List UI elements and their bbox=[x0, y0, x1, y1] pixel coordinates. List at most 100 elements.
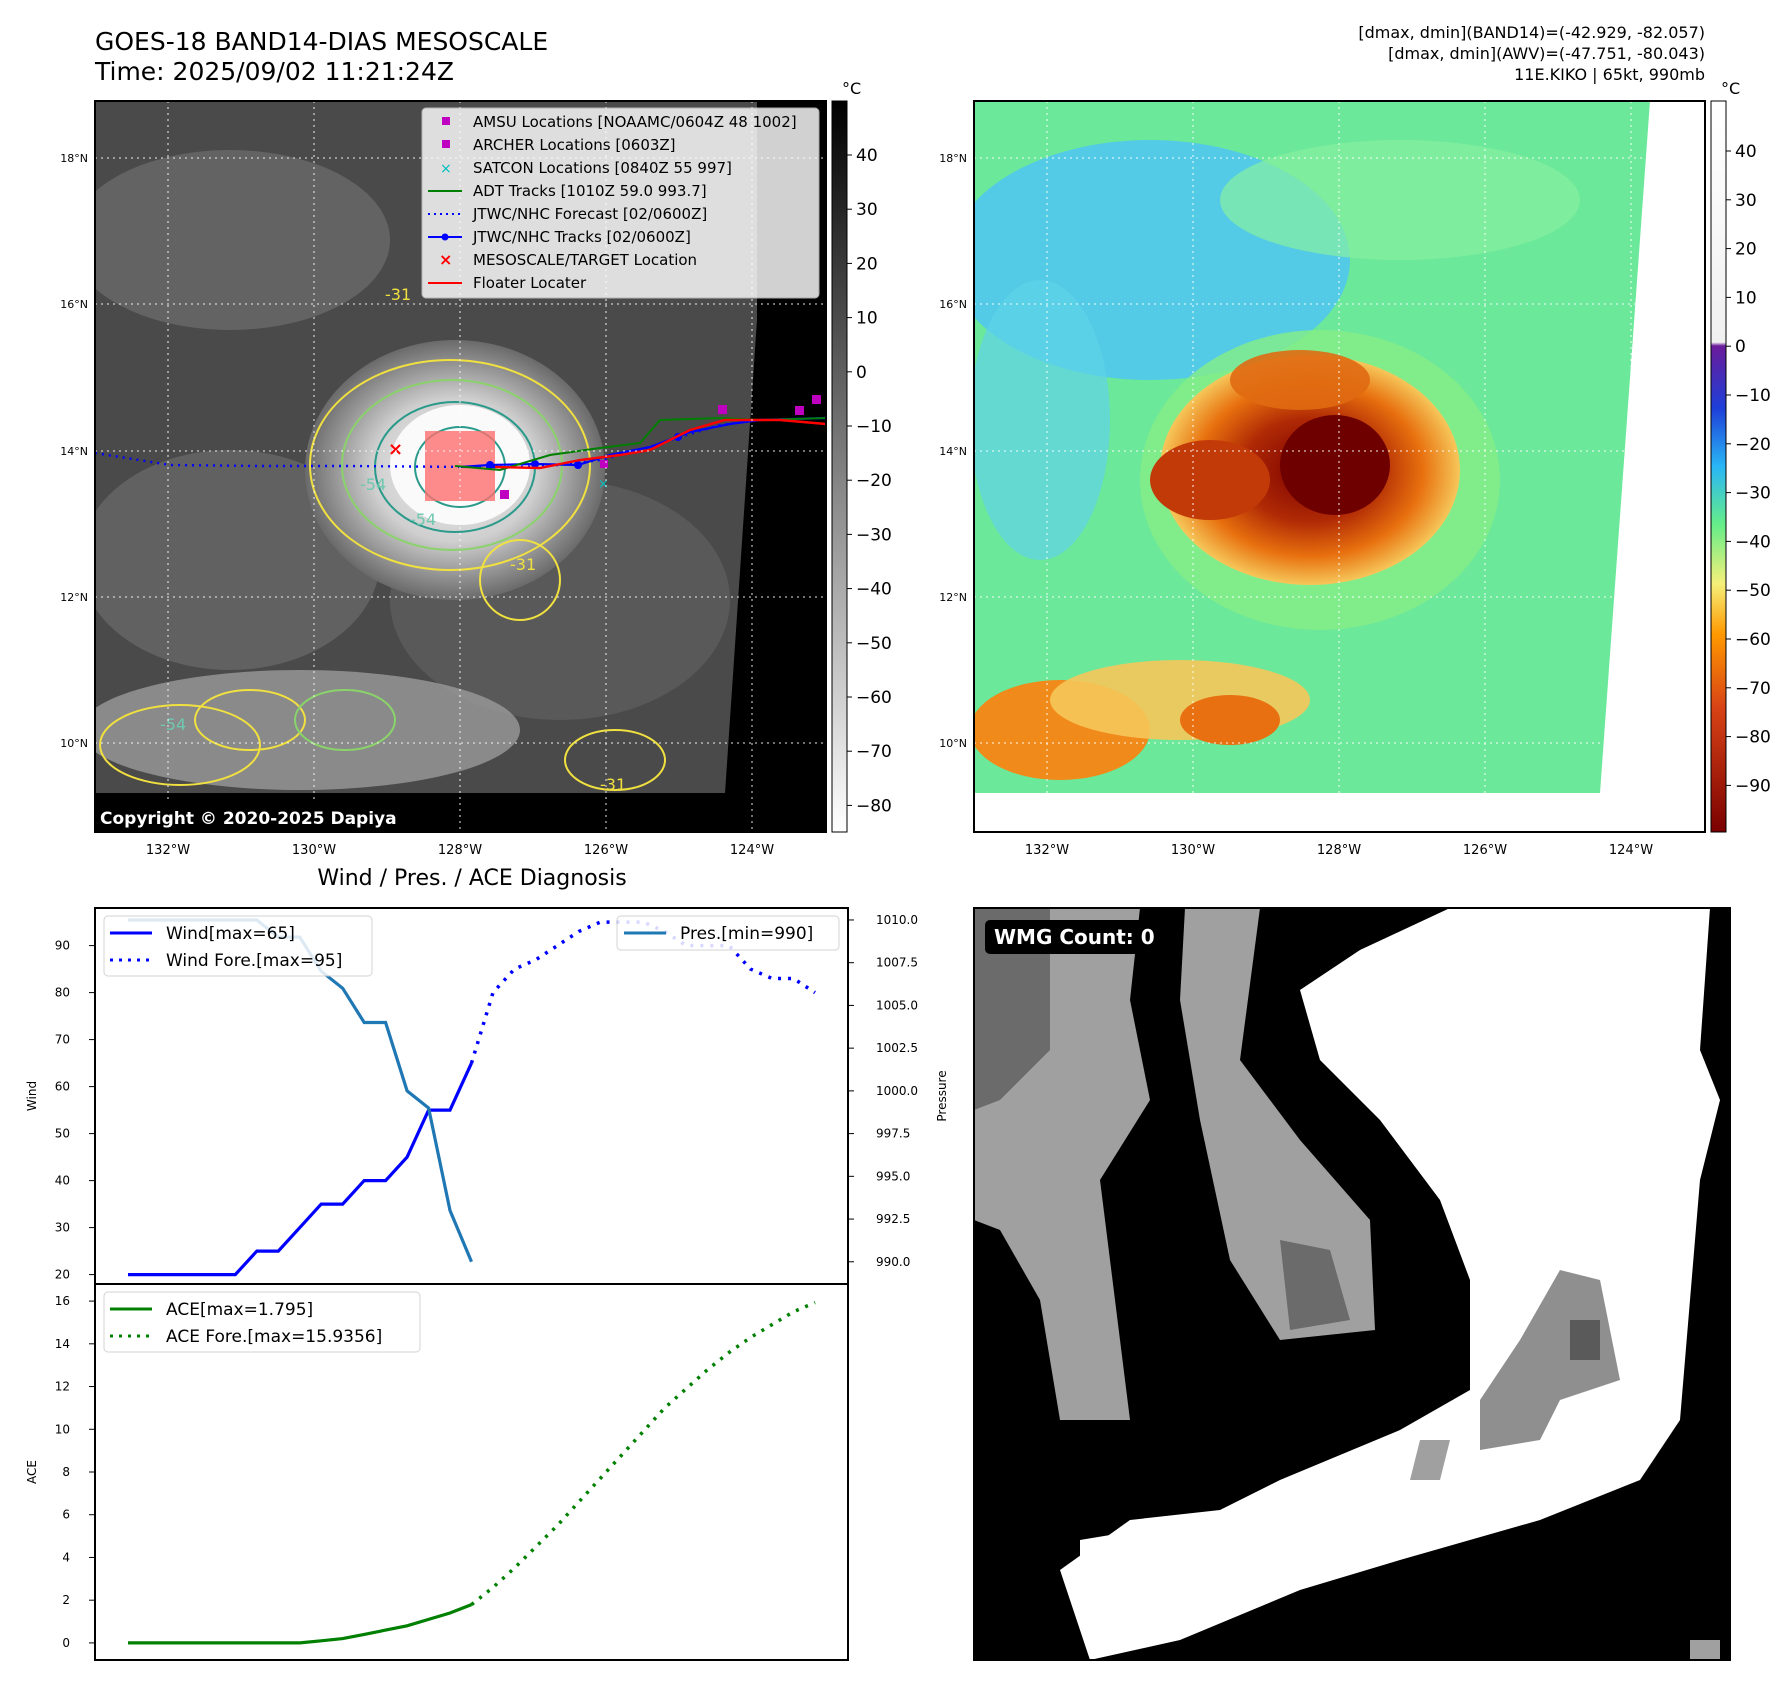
legend-wind-fore-label: Wind Fore.[max=95] bbox=[166, 951, 342, 971]
map-lat-labels: 18°N 18°N 16°N 16°N 14°N 14°N 12°N 12°N 10°N 10°N bbox=[60, 152, 967, 750]
legend-ace-label: ACE[max=1.795] bbox=[166, 1300, 313, 1320]
ace-observed-line bbox=[128, 1603, 473, 1645]
wind-tick-label: 60 bbox=[55, 1080, 70, 1094]
colorbar-tick-label: 0 bbox=[1735, 337, 1746, 357]
map-lon-label: 132°W bbox=[1025, 843, 1069, 858]
colorbar-rainbow-unit: °C bbox=[1721, 79, 1740, 98]
chart-title: Wind / Pres. / ACE Diagnosis bbox=[317, 866, 626, 891]
map-lon-label: 130°W bbox=[292, 843, 336, 858]
title-line1: GOES-18 BAND14-DIAS MESOSCALE bbox=[95, 27, 548, 56]
satcon-marker: × bbox=[598, 477, 609, 492]
wmg-panel bbox=[974, 908, 1730, 1660]
colorbar-tick-label: −60 bbox=[1735, 630, 1771, 650]
title-line2: Time: 2025/09/02 11:21:24Z bbox=[94, 57, 454, 86]
pressure-tick-label: 1002.5 bbox=[876, 1041, 918, 1055]
info-line1: [dmax, dmin](BAND14)=(-42.929, -82.057) bbox=[1358, 23, 1705, 42]
amsu-marker bbox=[500, 490, 509, 499]
ace-tick-label: 8 bbox=[62, 1465, 70, 1479]
ace-tick-label: 4 bbox=[62, 1550, 70, 1564]
colorbar-tick-label: −70 bbox=[856, 742, 892, 762]
map-panel-color bbox=[974, 101, 1705, 832]
pressure-ylabel: Pressure bbox=[935, 1070, 949, 1121]
colorbar-gray bbox=[831, 100, 848, 833]
colorbar-tick-label: 30 bbox=[856, 200, 878, 220]
map2-frame bbox=[973, 100, 1706, 833]
colorbar-tick-label: −10 bbox=[1735, 386, 1771, 406]
map-lat-label: 10°N bbox=[939, 737, 967, 750]
pressure-tick-label: 990.0 bbox=[876, 1255, 910, 1269]
contour-label: -54 bbox=[360, 475, 386, 494]
pressure-legend: Pres.[min=990] bbox=[616, 915, 840, 951]
contour-label: -31 bbox=[510, 555, 536, 574]
wind-tick-label: 80 bbox=[55, 986, 70, 1000]
map-lat-label: 12°N bbox=[60, 591, 88, 604]
colorbar-tick-label: 40 bbox=[856, 146, 878, 166]
wind-observed-line bbox=[128, 1062, 473, 1277]
ace-ticks: 16 14 12 10 8 6 4 2 0 bbox=[55, 1294, 95, 1650]
map-lat-label: 12°N bbox=[939, 591, 967, 604]
mesoscale-target-marker: × bbox=[388, 439, 403, 460]
legend-satcon-symbol: × bbox=[440, 161, 452, 177]
pressure-tick-label: 1010.0 bbox=[876, 913, 918, 927]
archer-marker bbox=[600, 460, 608, 468]
legend-box bbox=[421, 107, 820, 299]
legend-label: Floater Locater bbox=[473, 274, 587, 292]
map-lon-label: 124°W bbox=[730, 843, 774, 858]
legend-wind-label: Wind[max=65] bbox=[166, 924, 295, 944]
colorbar-tick-label: 40 bbox=[1735, 142, 1757, 162]
map-lat-label: 16°N bbox=[60, 298, 88, 311]
wind-tick-label: 20 bbox=[55, 1268, 70, 1282]
colorbar-gray-unit: °C bbox=[842, 79, 861, 98]
floater-track bbox=[494, 418, 826, 470]
legend-pres-label: Pres.[min=990] bbox=[680, 924, 813, 944]
map-lon-label: 130°W bbox=[1171, 843, 1215, 858]
map1-frame bbox=[94, 100, 827, 833]
amsu-marker bbox=[718, 405, 727, 414]
ace-legend: ACE[max=1.795] ACE Fore.[max=15.9356] bbox=[103, 1291, 421, 1353]
map-lat-label: 18°N bbox=[939, 152, 967, 165]
colorbar-tick-label: −30 bbox=[1735, 484, 1771, 504]
colorbar-rainbow bbox=[1710, 100, 1727, 833]
ace-tick-label: 16 bbox=[55, 1294, 70, 1308]
legend-archer-symbol bbox=[442, 140, 450, 148]
map-lat-label: 18°N bbox=[60, 152, 88, 165]
pressure-tick-label: 997.5 bbox=[876, 1127, 910, 1141]
colorbar-tick-label: −40 bbox=[856, 580, 892, 600]
colorbar-tick-label: −80 bbox=[1735, 728, 1771, 748]
colorbar-tick-label: −50 bbox=[856, 634, 892, 654]
ace-tick-label: 2 bbox=[62, 1593, 70, 1607]
legend: AMSU Locations [NOAAMC/0604Z 48 1002] AR… bbox=[428, 113, 797, 292]
map-lon-label: 128°W bbox=[1317, 843, 1361, 858]
wmg-count-badge bbox=[985, 920, 1167, 954]
wind-legend: Wind[max=65] Wind Fore.[max=95] bbox=[103, 915, 373, 977]
map-lat-label: 14°N bbox=[939, 445, 967, 458]
map-lon-label: 132°W bbox=[146, 843, 190, 858]
legend-ace-fore-label: ACE Fore.[max=15.9356] bbox=[166, 1327, 382, 1347]
colorbar-tick-label: −50 bbox=[1735, 581, 1771, 601]
legend-label: SATCON Locations [0840Z 55 997] bbox=[473, 159, 732, 177]
colorbar-tick-label: 20 bbox=[856, 254, 878, 274]
legend-label: MESOSCALE/TARGET Location bbox=[473, 251, 697, 269]
pressure-tick-label: 1000.0 bbox=[876, 1084, 918, 1098]
map-lon-label: 126°W bbox=[1463, 843, 1507, 858]
legend-target-symbol: × bbox=[439, 250, 452, 269]
map-lon-label: 126°W bbox=[584, 843, 628, 858]
wind-tick-label: 90 bbox=[55, 939, 70, 953]
legend-label: AMSU Locations [NOAAMC/0604Z 48 1002] bbox=[473, 113, 797, 131]
wind-ticks: 90 80 70 60 50 40 30 20 bbox=[55, 939, 95, 1282]
wind-tick-label: 50 bbox=[55, 1127, 70, 1141]
ace-series bbox=[128, 1300, 816, 1645]
ace-tick-label: 6 bbox=[62, 1508, 70, 1522]
map-lat-label: 14°N bbox=[60, 445, 88, 458]
copyright: Copyright © 2020-2025 Dapiya bbox=[100, 809, 397, 829]
amsu-marker bbox=[795, 406, 804, 415]
legend-amsu-symbol bbox=[442, 117, 450, 125]
map-panel-grayscale: -31 -54 -54 -31 -54 -31 × × bbox=[95, 101, 826, 832]
colorbar-rainbow-ticks: 40 30 20 10 0 −10 −20 −30 −40 −50 −60 −70 −80 −90 bbox=[1726, 142, 1771, 796]
ace-tick-label: 12 bbox=[55, 1380, 70, 1394]
contour-label: -54 bbox=[410, 510, 436, 529]
ace-tick-label: 10 bbox=[55, 1422, 70, 1436]
ace-tick-label: 14 bbox=[55, 1337, 70, 1351]
wind-tick-label: 30 bbox=[55, 1221, 70, 1235]
contour-label: -54 bbox=[160, 715, 186, 734]
